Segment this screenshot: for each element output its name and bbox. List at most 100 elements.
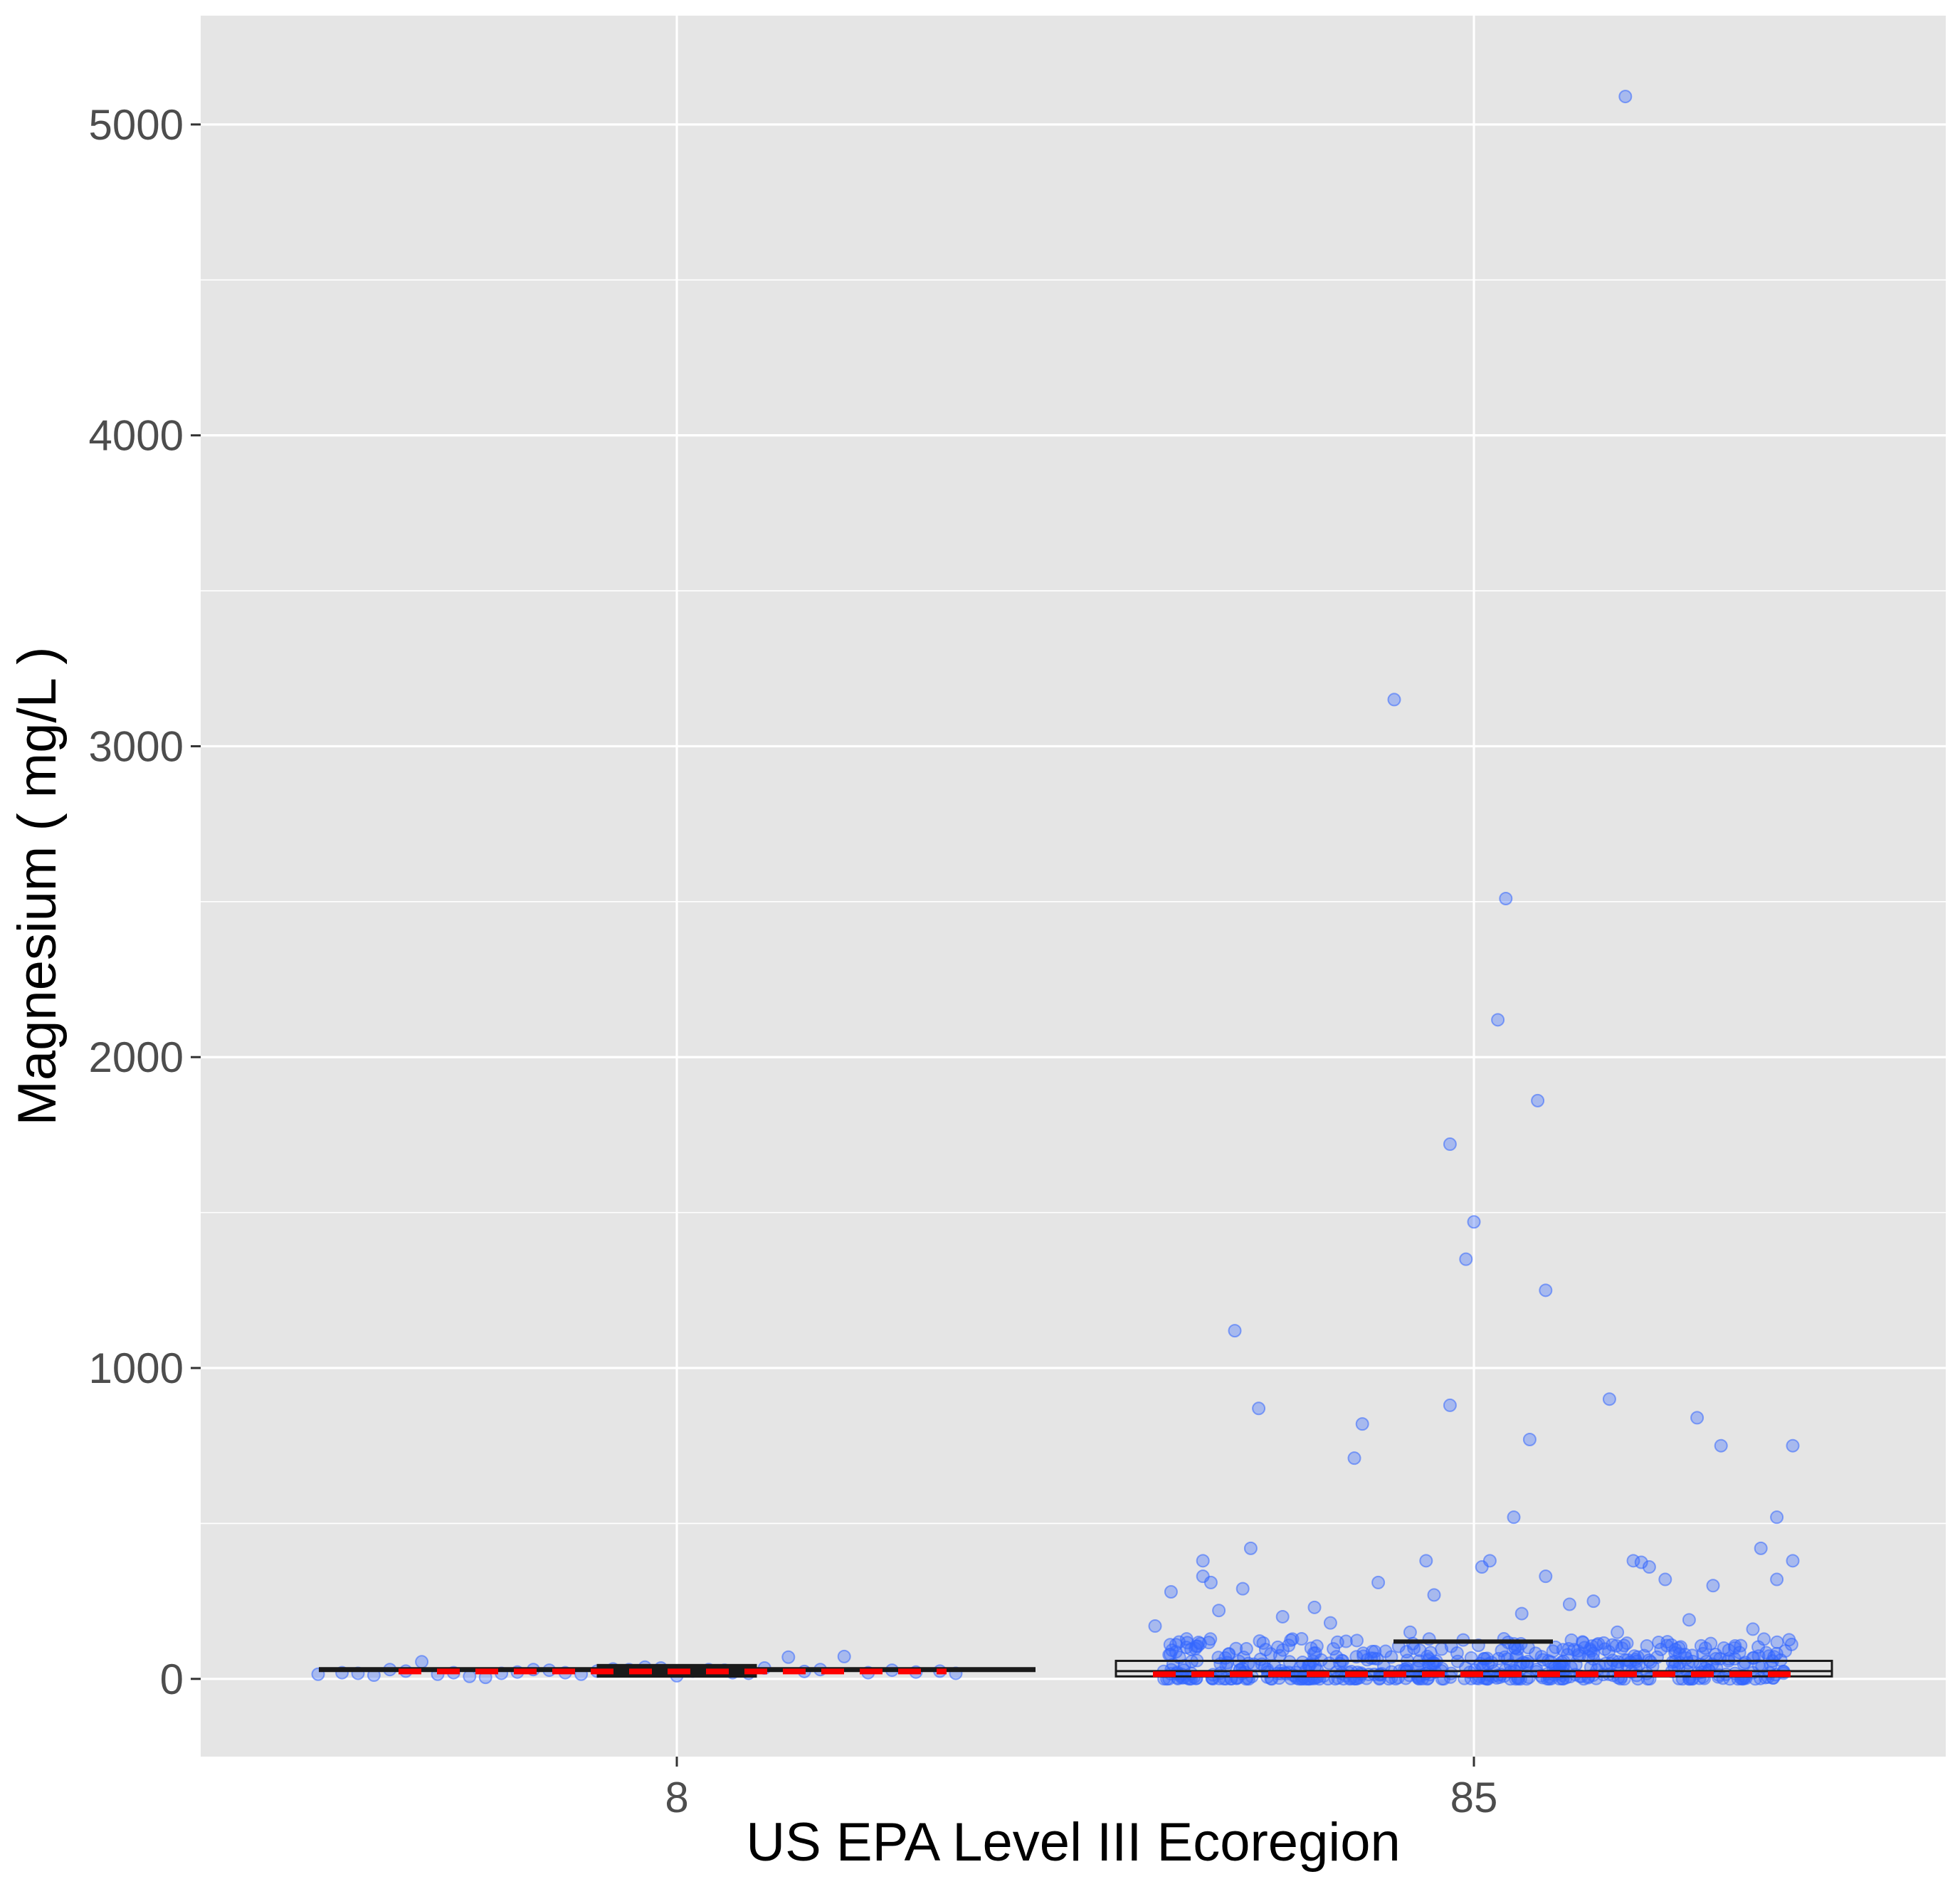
data-point (1323, 1616, 1337, 1630)
data-point (1368, 1644, 1382, 1658)
data-point (1615, 1641, 1629, 1656)
data-point (1169, 1638, 1183, 1652)
data-point (1722, 1643, 1736, 1657)
data-point (463, 1669, 477, 1683)
data-point (1770, 1635, 1784, 1649)
data-point (1586, 1652, 1601, 1666)
y-axis-ticks: 0 1000 2000 3000 4000 5000 (89, 101, 201, 1703)
data-point (1746, 1622, 1760, 1636)
data-point (1642, 1560, 1656, 1574)
data-point (1598, 1657, 1613, 1671)
data-point (1164, 1585, 1178, 1599)
x-axis-ticks: 8 85 (665, 1757, 1497, 1821)
data-point (1495, 1643, 1509, 1658)
data-point (1419, 1554, 1433, 1568)
data-point (1562, 1597, 1576, 1611)
x-axis-title: US EPA Level III Ecoregion (746, 1812, 1401, 1873)
data-point (1212, 1604, 1226, 1618)
data-point (1611, 1625, 1625, 1639)
data-point (1714, 1438, 1728, 1453)
data-point (1754, 1541, 1768, 1555)
data-point (1514, 1606, 1529, 1621)
data-point (1564, 1633, 1579, 1647)
data-point (1350, 1633, 1364, 1648)
plot-panel (201, 16, 1946, 1757)
data-point (1640, 1666, 1654, 1680)
data-point (1435, 1642, 1449, 1656)
data-point (1510, 1649, 1524, 1663)
data-point (1475, 1560, 1489, 1574)
minor-gridlines (201, 279, 1946, 1525)
data-point (1196, 1554, 1210, 1568)
data-point (1443, 1398, 1457, 1412)
data-point (1682, 1613, 1696, 1627)
data-point (1499, 891, 1513, 905)
data-point (1413, 1643, 1427, 1658)
data-point (1561, 1648, 1575, 1662)
data-point (1786, 1438, 1800, 1453)
data-point (415, 1655, 429, 1669)
data-point (1228, 1324, 1242, 1338)
data-point (1218, 1651, 1233, 1665)
data-point (781, 1650, 796, 1664)
data-point (1364, 1651, 1379, 1666)
data-point (1295, 1656, 1310, 1670)
data-point (1347, 1451, 1361, 1466)
data-point (1239, 1642, 1253, 1656)
box-elements (319, 1639, 1833, 1678)
data-point (1327, 1642, 1341, 1656)
data-point (1450, 1646, 1464, 1661)
data-point (1522, 1432, 1537, 1446)
data-point (1786, 1554, 1800, 1568)
data-point (1784, 1637, 1798, 1651)
data-point (1379, 1644, 1393, 1658)
data-point (1576, 1635, 1590, 1649)
data-point (1217, 1672, 1231, 1686)
data-point (1307, 1646, 1321, 1661)
data-point (1193, 1636, 1207, 1651)
data-point (1491, 1013, 1505, 1027)
data-point (1403, 1625, 1417, 1639)
data-point (1275, 1609, 1290, 1624)
data-point (1602, 1392, 1616, 1406)
major-gridlines (201, 16, 1946, 1757)
data-point (1443, 1137, 1457, 1152)
data-point (1180, 1636, 1194, 1650)
data-point (1427, 1588, 1441, 1602)
data-point (1694, 1638, 1708, 1653)
data-point (1467, 1215, 1481, 1229)
data-point (1539, 1283, 1553, 1298)
y-tick-label: 4000 (89, 412, 184, 460)
data-point (1477, 1652, 1491, 1666)
data-point (1672, 1641, 1686, 1655)
data-point (1271, 1640, 1285, 1654)
data-point (1333, 1656, 1347, 1670)
data-point (1539, 1569, 1553, 1584)
data-point (1598, 1642, 1612, 1656)
data-point (1654, 1642, 1668, 1656)
data-point (1759, 1646, 1774, 1660)
data-point (1618, 90, 1633, 104)
y-tick-label: 0 (160, 1656, 184, 1703)
data-point (1770, 1510, 1784, 1525)
data-point (1546, 1644, 1560, 1658)
y-tick-label: 5000 (89, 101, 184, 149)
data-point (1690, 1411, 1705, 1425)
data-point (1203, 1575, 1218, 1589)
y-tick-label: 1000 (89, 1345, 184, 1392)
data-point (1459, 1252, 1473, 1266)
data-point (1507, 1510, 1521, 1525)
data-point (1665, 1655, 1680, 1669)
data-point (1307, 1600, 1322, 1614)
y-axis-title: Magnesium ( mg/L ) (7, 647, 68, 1126)
y-tick-label: 3000 (89, 722, 184, 770)
x-tick-label: 85 (1450, 1774, 1498, 1821)
data-point (1339, 1634, 1353, 1648)
data-point (1746, 1651, 1760, 1666)
data-point (1235, 1582, 1250, 1596)
data-point (1243, 1541, 1258, 1555)
y-tick-label: 2000 (89, 1033, 184, 1081)
data-point (1310, 1639, 1324, 1653)
data-point (1770, 1572, 1784, 1587)
